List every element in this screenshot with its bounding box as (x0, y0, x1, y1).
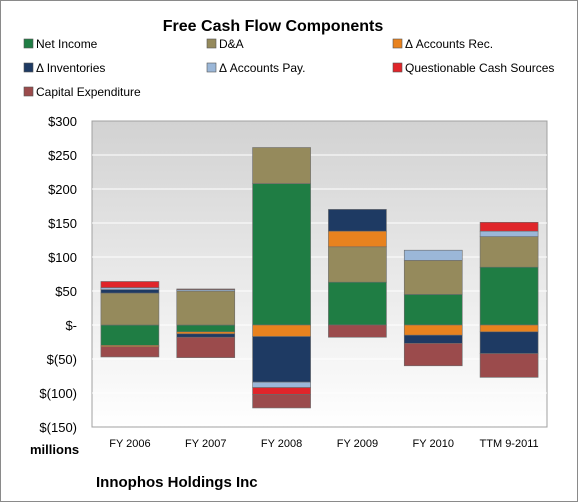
company-name: Innophos Holdings Inc (96, 474, 258, 491)
bar-segment-accounts-rec (176, 331, 236, 335)
bar-segment-inventories (100, 289, 160, 294)
bar-segment-net-income (403, 294, 463, 326)
legend-label-d-a: D&A (219, 37, 244, 51)
x-category-label: FY 2007 (185, 438, 226, 450)
y-tick-label: $- (65, 318, 77, 333)
y-tick-label: $300 (48, 114, 77, 129)
bar-segment-d-a (328, 246, 387, 283)
legend: Net Income D&A Δ Accounts Rec. Δ Inventorie… (23, 37, 554, 99)
bar-segment-d-a (479, 236, 539, 268)
y-tick-label: $(100) (39, 386, 77, 401)
legend-label-questionable-cash-sources: Questionable Cash Sources (405, 61, 554, 75)
plot-area (91, 120, 548, 428)
bar-segment-capital-expenditure (176, 336, 236, 358)
y-tick-label: $100 (48, 250, 77, 265)
bar-segment-net-income (328, 281, 387, 326)
bar-segment-d-a (252, 147, 311, 184)
bar-segment-d-a (403, 260, 463, 295)
legend-label-accounts-rec: Δ Accounts Rec. (405, 37, 493, 51)
bar-segment-net-income (252, 183, 311, 326)
x-axis-categories: FY 2006 FY 2007 FY 2008 FY 2009 FY 2010 TTM 9… (109, 438, 538, 450)
bar-segment-capital-expenditure (252, 394, 311, 409)
legend-swatch-questionable-cash-sources (392, 62, 403, 73)
bar-segment-d-a (100, 292, 160, 326)
bar-segment-questionable-cash-sources (176, 288, 236, 290)
bar-segment-inventories (403, 334, 463, 344)
bar-segment-accounts-rec (403, 324, 463, 336)
bar-stacks (100, 147, 539, 409)
y-tick-label: $(50) (47, 352, 77, 367)
y-axis-ticks: $300 $250 $200 $150 $100 $50 $- $(50) $(100) $(15… (39, 114, 77, 435)
bar-segment-accounts-rec (479, 324, 539, 333)
bar-segment-inventories (252, 336, 311, 383)
y-tick-label: $50 (55, 284, 77, 299)
bar-segment-accounts-rec (252, 324, 311, 337)
legend-swatch-accounts-rec (392, 38, 403, 49)
legend-swatch-d-a (206, 38, 217, 49)
units-label: millions (30, 442, 79, 457)
bar-segment-accounts-pay (479, 230, 539, 237)
bar-segment-capital-expenditure (403, 343, 463, 367)
bar-segment-questionable-cash-sources (252, 387, 311, 395)
bar-segment-accounts-pay (252, 381, 311, 388)
bar-segment-capital-expenditure (100, 346, 160, 358)
legend-swatch-net-income (23, 38, 34, 49)
legend-swatch-inventories (23, 62, 34, 73)
x-category-label: FY 2008 (261, 438, 302, 450)
bar-segment-inventories (479, 331, 539, 354)
legend-label-accounts-pay: Δ Accounts Pay. (219, 61, 306, 75)
bar-segment-questionable-cash-sources (479, 222, 539, 232)
legend-label-inventories: Δ Inventories (36, 61, 105, 75)
bar-segment-accounts-pay (403, 249, 463, 261)
bar-segment-net-income (176, 324, 236, 333)
bar-segment-capital-expenditure (479, 353, 539, 378)
gridlines (92, 154, 547, 394)
y-tick-label: $200 (48, 182, 77, 197)
bar-segment-inventories (328, 209, 387, 232)
x-category-label: TTM 9-2011 (480, 438, 539, 450)
legend-swatch-accounts-pay (206, 62, 217, 73)
chart-title: Free Cash Flow Components (163, 18, 384, 35)
y-tick-label: $250 (48, 148, 77, 163)
bar-segment-net-income (100, 324, 160, 346)
bar-segment-accounts-pay (100, 287, 160, 290)
bar-segment-accounts-rec (328, 230, 387, 248)
y-tick-label: $(150) (39, 420, 77, 435)
bar-segment-net-income (479, 266, 539, 326)
legend-label-net-income: Net Income (36, 37, 98, 51)
x-category-label: FY 2006 (109, 438, 150, 450)
legend-swatch-capital-expenditure (23, 86, 34, 97)
y-tick-label: $150 (48, 216, 77, 231)
x-category-label: FY 2010 (413, 438, 454, 450)
bar-segment-inventories (176, 333, 236, 338)
x-category-label: FY 2009 (337, 438, 378, 450)
bar-segment-capital-expenditure (328, 324, 387, 338)
legend-label-capital-expenditure: Capital Expenditure (36, 85, 141, 99)
bar-segment-questionable-cash-sources (100, 281, 160, 288)
bar-segment-d-a (176, 290, 236, 326)
